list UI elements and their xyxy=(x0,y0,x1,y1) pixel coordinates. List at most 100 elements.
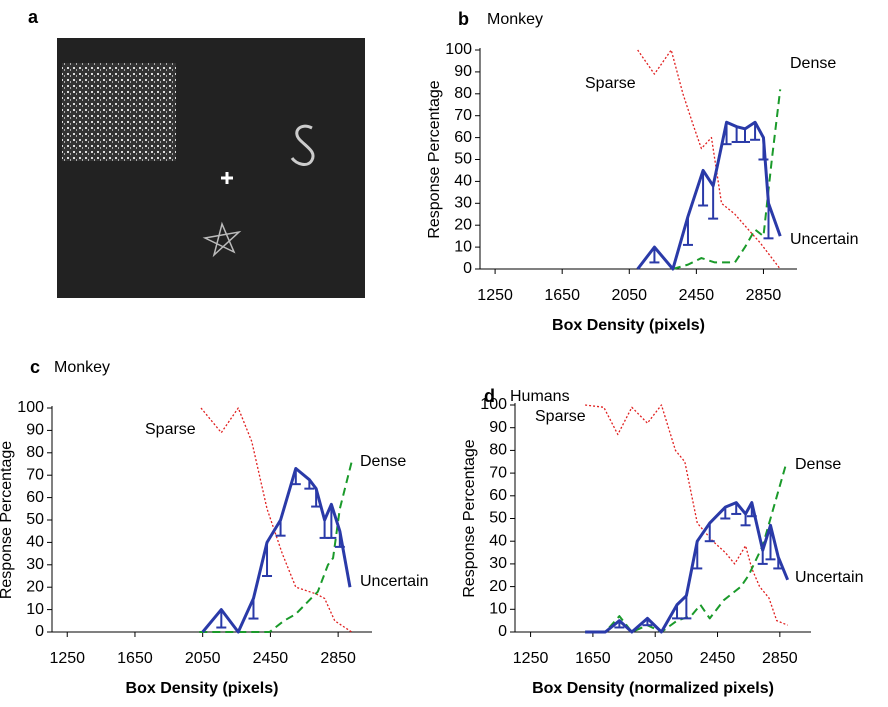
y-tick-label: 30 xyxy=(26,556,44,573)
panel-title: Monkey xyxy=(487,11,543,28)
y-tick-label: 80 xyxy=(26,444,44,461)
y-axis-title: Response Percentage xyxy=(461,439,478,597)
error-bar xyxy=(642,618,653,627)
series-label: Dense xyxy=(360,453,406,470)
x-tick-label: 1650 xyxy=(117,650,153,667)
y-tick-label: 30 xyxy=(489,555,507,572)
error-bar xyxy=(692,541,703,570)
y-tick-label: 10 xyxy=(26,601,44,618)
series-label: Sparse xyxy=(585,75,636,92)
x-axis-title: Box Density (normalized pixels) xyxy=(532,680,774,697)
y-tick-label: 60 xyxy=(454,129,472,146)
series-label: Dense xyxy=(790,55,836,72)
x-tick-label: 2850 xyxy=(762,650,798,667)
error-bar xyxy=(262,542,273,577)
x-tick-label: 1250 xyxy=(49,650,85,667)
error-bar xyxy=(649,247,660,264)
x-tick-label: 1250 xyxy=(477,287,513,304)
error-bar xyxy=(614,620,625,629)
y-tick-label: 100 xyxy=(445,41,472,58)
error-bar xyxy=(750,122,761,141)
y-tick-label: 40 xyxy=(489,532,507,549)
y-tick-label: 10 xyxy=(489,601,507,618)
error-bar xyxy=(326,504,337,539)
x-tick-label: 2050 xyxy=(185,650,221,667)
y-axis-title: Response Percentage xyxy=(426,80,443,238)
series-label: Uncertain xyxy=(795,569,863,586)
error-bar xyxy=(704,523,715,543)
y-tick-label: 20 xyxy=(489,578,507,595)
error-bar xyxy=(731,502,742,515)
y-tick-label: 80 xyxy=(489,442,507,459)
stimulus-image xyxy=(57,38,365,298)
y-tick-label: 0 xyxy=(463,260,472,277)
series-line xyxy=(585,463,788,633)
y-tick-label: 10 xyxy=(454,238,472,255)
panel-label: c xyxy=(30,357,40,377)
x-tick-label: 2850 xyxy=(746,287,782,304)
series-line xyxy=(636,120,782,271)
y-tick-label: 50 xyxy=(454,151,472,168)
x-tick-label: 1250 xyxy=(513,650,549,667)
error-bar xyxy=(304,479,315,490)
y-tick-label: 60 xyxy=(26,489,44,506)
error-bar xyxy=(275,520,286,537)
series-line xyxy=(200,407,353,633)
s-shape xyxy=(290,124,315,166)
error-bar xyxy=(721,122,732,146)
error-bar xyxy=(311,488,322,508)
series-label: Sparse xyxy=(535,408,586,425)
error-bar xyxy=(319,520,330,539)
series-line xyxy=(637,49,781,270)
error-bar xyxy=(740,128,751,143)
y-tick-label: 70 xyxy=(26,466,44,483)
x-tick-label: 2450 xyxy=(679,287,715,304)
y-tick-label: 60 xyxy=(489,487,507,504)
y-tick-label: 100 xyxy=(17,399,44,416)
series-line xyxy=(199,461,353,633)
panel-title: Humans xyxy=(510,388,570,405)
fixation-cross xyxy=(221,172,233,184)
y-tick-label: 50 xyxy=(489,510,507,527)
error-bar xyxy=(290,468,301,486)
series-label: Uncertain xyxy=(360,573,428,590)
y-tick-label: 80 xyxy=(454,85,472,102)
x-tick-label: 2450 xyxy=(253,650,289,667)
y-tick-label: 0 xyxy=(35,623,44,640)
y-tick-label: 40 xyxy=(26,534,44,551)
y-tick-label: 70 xyxy=(454,107,472,124)
y-tick-label: 100 xyxy=(480,396,507,413)
panel-label: b xyxy=(458,9,469,29)
series-label: Uncertain xyxy=(790,231,858,248)
panel-label: a xyxy=(28,7,39,27)
error-bar xyxy=(216,609,227,629)
error-bar xyxy=(765,525,776,561)
series-line xyxy=(672,89,782,270)
x-axis-title: Box Density (pixels) xyxy=(126,680,279,697)
texture-box xyxy=(62,63,176,161)
x-tick-label: 2050 xyxy=(637,650,673,667)
y-tick-label: 50 xyxy=(26,511,44,528)
error-bar xyxy=(720,507,731,520)
x-tick-label: 2850 xyxy=(320,650,356,667)
x-tick-label: 1650 xyxy=(544,287,580,304)
error-bar xyxy=(763,203,774,240)
y-tick-label: 40 xyxy=(454,173,472,190)
y-tick-label: 90 xyxy=(489,419,507,436)
x-tick-label: 2450 xyxy=(700,650,736,667)
error-bar xyxy=(731,126,742,143)
y-tick-label: 20 xyxy=(454,216,472,233)
panel-label: d xyxy=(484,386,495,406)
error-bar xyxy=(757,550,768,565)
error-bar xyxy=(758,137,769,161)
error-bar xyxy=(672,604,683,620)
error-bar xyxy=(681,595,692,620)
y-tick-label: 70 xyxy=(489,464,507,481)
y-tick-label: 90 xyxy=(454,63,472,80)
series-line xyxy=(585,404,788,626)
x-tick-label: 2050 xyxy=(611,287,647,304)
error-bar xyxy=(746,502,757,518)
series-line xyxy=(201,466,352,634)
error-bar xyxy=(334,531,345,548)
